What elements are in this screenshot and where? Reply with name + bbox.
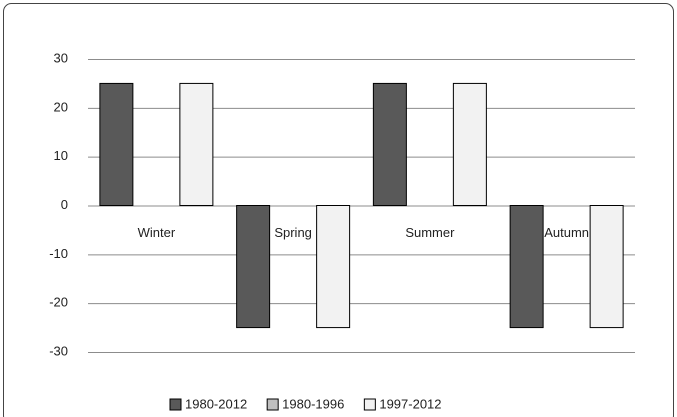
legend-label: 1980-1996: [282, 396, 344, 411]
y-tick-label: 20: [54, 99, 68, 114]
bar: [179, 82, 214, 206]
bar: [452, 82, 487, 206]
bar: [316, 205, 351, 329]
legend-swatch: [169, 398, 182, 411]
legend-swatch: [363, 398, 376, 411]
y-tick-label: -30: [49, 343, 68, 358]
legend-swatch: [266, 398, 279, 411]
legend-label: 1997-2012: [379, 396, 441, 411]
x-tick-label: Winter: [138, 225, 176, 240]
y-tick-label: -20: [49, 295, 68, 310]
y-tick-label: 30: [54, 50, 68, 65]
bar: [236, 205, 271, 329]
x-tick-label: Autumn: [544, 225, 589, 240]
x-tick-label: Spring: [274, 225, 312, 240]
x-tick-label: Summer: [405, 225, 455, 240]
bar: [589, 205, 624, 329]
bar: [372, 82, 407, 206]
y-tick-label: 10: [54, 148, 68, 163]
legend-label: 1980-2012: [185, 396, 247, 411]
y-tick-label: 0: [61, 197, 68, 212]
bar: [509, 205, 544, 329]
bar: [99, 82, 134, 206]
y-tick-label: -10: [49, 246, 68, 261]
